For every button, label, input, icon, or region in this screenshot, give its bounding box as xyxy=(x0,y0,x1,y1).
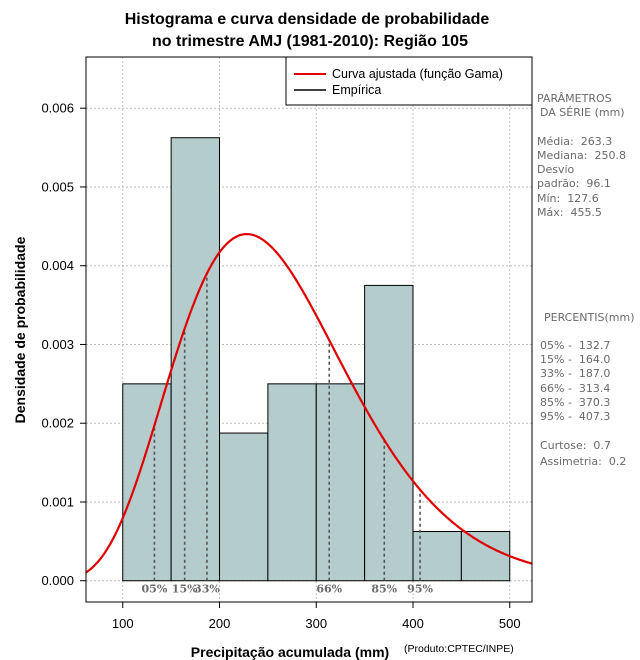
y-tick-label: 0.003 xyxy=(41,337,74,352)
histogram-bar xyxy=(412,531,462,582)
percentile-label: 66% xyxy=(316,583,342,596)
x-tick-label: 400 xyxy=(402,616,424,631)
percentile-label: 95% xyxy=(407,583,433,596)
stat-max: Máx: 455.5 xyxy=(537,206,602,219)
x-tick-label: 200 xyxy=(209,616,231,631)
stat-assimetria: Assimetria: 0.2 xyxy=(540,455,627,468)
y-axis: 0.000 0.001 0.002 0.003 0.004 0.005 0.006 xyxy=(41,101,86,588)
percentis-title: PERCENTIS(mm) xyxy=(544,311,635,324)
percentile-layer: 05% 15%33% 66% 85% 95% xyxy=(142,273,433,596)
stat-desvio-1: Desvio xyxy=(537,163,575,176)
x-tick-label: 500 xyxy=(499,616,521,631)
stat-mediana: Mediana: 250.8 xyxy=(537,149,626,162)
histogram-bar xyxy=(460,531,511,582)
y-tick-label: 0.000 xyxy=(41,573,74,588)
percentile-label: 33% xyxy=(194,583,220,596)
histogram-bar xyxy=(267,383,317,582)
y-tick-label: 0.006 xyxy=(41,101,74,116)
y-tick-label: 0.001 xyxy=(41,494,74,509)
legend-empirical-label: Empírica xyxy=(332,83,381,97)
percentile-label: 15% xyxy=(172,583,198,596)
histogram-bar xyxy=(219,432,269,582)
percentil-95: 95% - 407.3 xyxy=(540,410,611,423)
y-tick-label: 0.005 xyxy=(41,179,74,194)
chart-title-line2: no trimestre AMJ (1981-2010): Região 105 xyxy=(152,33,468,50)
percentile-label: 05% xyxy=(142,583,168,596)
stat-desvio-2: padrão: 96.1 xyxy=(537,177,611,190)
bars-layer xyxy=(122,137,511,582)
percentil-15: 15% - 164.0 xyxy=(540,353,611,366)
legend: Curva ajustada (função Gama) Empírica xyxy=(285,56,533,106)
percentile-label: 85% xyxy=(371,583,397,596)
y-tick-label: 0.002 xyxy=(41,416,74,431)
x-tick-label: 300 xyxy=(305,616,327,631)
histogram-bar xyxy=(122,383,172,582)
percentil-66: 66% - 313.4 xyxy=(540,382,611,395)
percentil-85: 85% - 370.3 xyxy=(540,396,611,409)
histogram-bar xyxy=(170,137,221,582)
curve-layer xyxy=(85,232,533,574)
stat-curtose: Curtose: 0.7 xyxy=(540,439,611,452)
params-title-1: PARÂMETROS xyxy=(537,92,612,105)
percentil-05: 05% - 132.7 xyxy=(540,339,611,352)
histogram-bar xyxy=(364,284,414,582)
stat-min: Mín: 127.6 xyxy=(537,192,599,205)
histogram-bar xyxy=(315,383,366,582)
product-credit: (Produto:CPTEC/INPE) xyxy=(404,643,514,655)
percentil-33: 33% - 187.0 xyxy=(540,367,611,380)
y-axis-label: Densidade de probabilidade xyxy=(12,236,28,423)
stat-media: Média: 263.3 xyxy=(537,135,613,148)
x-tick-label: 100 xyxy=(112,616,134,631)
legend-curve-label: Curva ajustada (função Gama) xyxy=(332,67,503,81)
params-title-2: DA SÉRIE (mm) xyxy=(540,106,625,119)
x-axis: 100 200 300 400 500 xyxy=(112,602,521,631)
x-axis-label: Precipitação acumulada (mm) xyxy=(191,644,389,660)
chart-title-line1: Histograma e curva densidade de probabil… xyxy=(125,11,490,28)
legend-box xyxy=(285,56,533,106)
gamma-fit-curve xyxy=(85,232,533,574)
y-tick-label: 0.004 xyxy=(41,258,74,273)
